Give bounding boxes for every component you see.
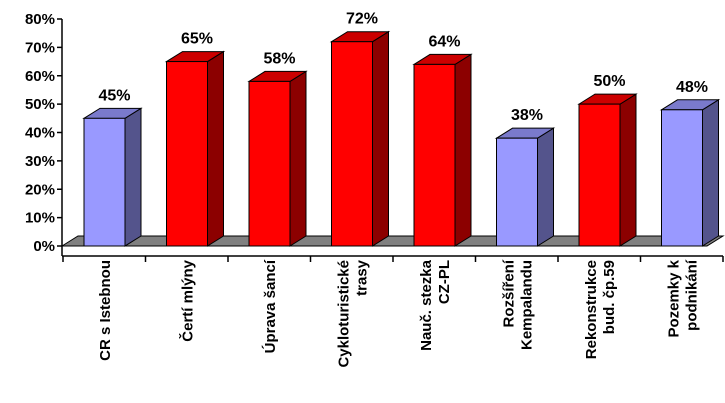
bar bbox=[247, 70, 308, 247]
category-label-line: Úprava šancí bbox=[261, 259, 279, 353]
category-label-line: Rozšíření bbox=[501, 259, 518, 327]
category-label: Pozemky k podnikání bbox=[666, 259, 701, 337]
bar bbox=[329, 30, 391, 247]
category-label: Nauč. stezka CZ-PL bbox=[418, 259, 453, 351]
category-label: Úprava šancí bbox=[261, 259, 279, 353]
data-label: 72% bbox=[346, 11, 378, 28]
category-label-line: Pozemky k bbox=[666, 259, 683, 337]
y-tick-label: 70% bbox=[25, 39, 55, 56]
category-label-line: Čertí mlýny bbox=[179, 259, 197, 341]
bar bbox=[577, 93, 638, 247]
bar bbox=[82, 107, 143, 247]
category-label-line: CR s Istebnou bbox=[97, 260, 114, 361]
bar bbox=[412, 53, 473, 247]
bar-front bbox=[331, 41, 373, 247]
chart-labels: 45% 65% 58% 72% 64% 38% 50% 48% CR s Istebnou Čer… bbox=[97, 11, 708, 368]
chart-bars bbox=[82, 30, 721, 247]
y-tick-label: 0% bbox=[33, 238, 55, 255]
data-label: 64% bbox=[428, 33, 460, 50]
bar bbox=[659, 98, 721, 247]
data-label: 58% bbox=[263, 50, 295, 67]
y-tick-label: 30% bbox=[25, 153, 55, 170]
chart-axes: 0% 10% 20% 30% 40% 50% 60% 70% 80% bbox=[25, 11, 724, 262]
bar-front bbox=[661, 109, 703, 247]
category-label-line: Rekonstrukce bbox=[583, 260, 600, 359]
bar-side bbox=[124, 107, 142, 247]
bar-side bbox=[619, 93, 637, 247]
bar-side bbox=[372, 30, 389, 247]
category-label-line: Cykloturistické bbox=[336, 260, 353, 368]
bar-side bbox=[454, 53, 472, 247]
data-label: 45% bbox=[98, 87, 130, 104]
category-label-line: CZ-PL bbox=[436, 260, 453, 304]
chart-floor bbox=[60, 235, 725, 247]
y-tick-label: 10% bbox=[25, 210, 55, 227]
data-label: 48% bbox=[676, 79, 708, 96]
bar-front bbox=[496, 137, 538, 247]
bar-front bbox=[248, 80, 291, 247]
bar-side bbox=[702, 98, 719, 247]
category-label-line: Nauč. stezka bbox=[418, 259, 435, 351]
bar bbox=[164, 50, 226, 247]
y-tick-label: 80% bbox=[25, 11, 55, 28]
category-label: CR s Istebnou bbox=[97, 260, 114, 361]
y-tick-label: 60% bbox=[25, 68, 55, 85]
bar-front bbox=[413, 63, 456, 247]
category-label-line: podnikání bbox=[684, 259, 701, 331]
bar-front bbox=[166, 61, 208, 247]
floor-plane bbox=[60, 235, 725, 247]
data-label: 38% bbox=[511, 107, 543, 124]
bar bbox=[494, 127, 556, 247]
category-label: Cykloturistické trasy bbox=[336, 259, 371, 367]
y-tick-label: 20% bbox=[25, 181, 55, 198]
category-label-line: bud. čp.59 bbox=[601, 260, 618, 334]
category-label-line: trasy bbox=[354, 259, 371, 296]
category-label-line: Kempalandu bbox=[519, 260, 536, 350]
category-label: Rozšíření Kempalandu bbox=[501, 259, 536, 350]
bar-side bbox=[207, 50, 224, 247]
data-label: 65% bbox=[181, 31, 213, 48]
bar-front bbox=[578, 103, 621, 247]
data-label: 50% bbox=[593, 73, 625, 90]
y-tick-label: 50% bbox=[25, 96, 55, 113]
y-tick-label: 40% bbox=[25, 125, 55, 142]
bar-side bbox=[289, 70, 307, 247]
bar-front bbox=[83, 117, 126, 247]
category-label: Čertí mlýny bbox=[179, 259, 197, 341]
bar-side bbox=[537, 127, 554, 247]
category-label: Rekonstrukce bud. čp.59 bbox=[583, 260, 618, 359]
